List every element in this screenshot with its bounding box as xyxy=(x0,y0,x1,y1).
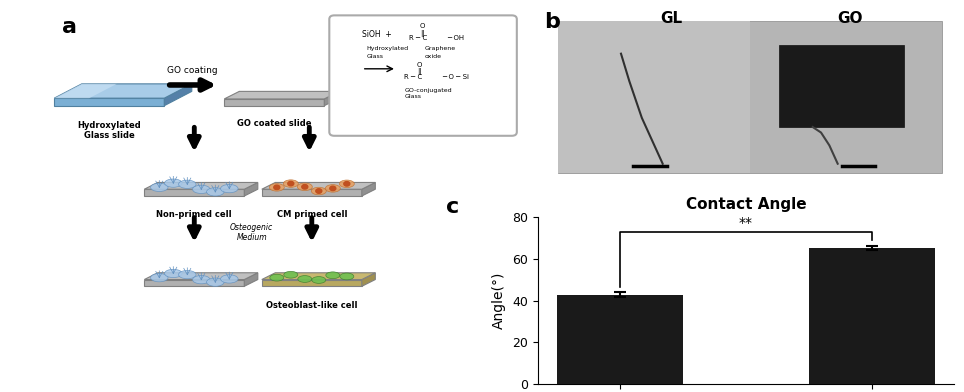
Ellipse shape xyxy=(193,185,210,194)
Ellipse shape xyxy=(165,179,182,187)
Text: Non-primed cell: Non-primed cell xyxy=(156,210,232,219)
FancyBboxPatch shape xyxy=(330,15,517,136)
Text: R ─ C: R ─ C xyxy=(404,74,422,80)
Text: ─ OH: ─ OH xyxy=(447,35,464,41)
Text: Hydroxylated: Hydroxylated xyxy=(367,46,409,51)
Circle shape xyxy=(344,181,350,186)
Polygon shape xyxy=(145,189,244,196)
Polygon shape xyxy=(262,182,375,189)
Text: Glass: Glass xyxy=(367,54,384,59)
Text: c: c xyxy=(446,198,459,218)
Ellipse shape xyxy=(206,278,224,286)
Title: Contact Angle: Contact Angle xyxy=(685,197,806,212)
Ellipse shape xyxy=(221,275,238,283)
Polygon shape xyxy=(54,84,192,98)
Polygon shape xyxy=(262,273,375,279)
Ellipse shape xyxy=(178,180,196,189)
Circle shape xyxy=(302,185,308,189)
Text: Glass: Glass xyxy=(404,94,421,100)
Text: O: O xyxy=(419,23,424,29)
Polygon shape xyxy=(54,98,164,106)
Polygon shape xyxy=(164,84,192,106)
Polygon shape xyxy=(225,91,339,99)
Ellipse shape xyxy=(326,272,339,279)
Ellipse shape xyxy=(193,276,210,284)
Polygon shape xyxy=(324,91,339,106)
Text: GO: GO xyxy=(838,11,863,25)
Ellipse shape xyxy=(283,180,298,187)
Polygon shape xyxy=(225,99,324,106)
Text: Hydroxylated
Glass slide: Hydroxylated Glass slide xyxy=(77,121,141,140)
Ellipse shape xyxy=(165,269,182,278)
Y-axis label: Angle(°): Angle(°) xyxy=(493,272,506,330)
Ellipse shape xyxy=(150,274,168,282)
Ellipse shape xyxy=(269,183,284,191)
Text: ‖: ‖ xyxy=(420,30,423,37)
Text: Graphene: Graphene xyxy=(424,46,455,51)
Ellipse shape xyxy=(339,273,354,280)
Text: b: b xyxy=(544,11,560,31)
Ellipse shape xyxy=(325,185,340,192)
Polygon shape xyxy=(54,84,117,98)
Polygon shape xyxy=(244,182,257,196)
Polygon shape xyxy=(145,273,257,279)
Ellipse shape xyxy=(298,276,311,282)
Bar xyxy=(558,21,750,173)
Polygon shape xyxy=(262,279,362,286)
Ellipse shape xyxy=(150,183,168,191)
Text: R ─ C: R ─ C xyxy=(410,35,428,41)
Text: oxide: oxide xyxy=(424,54,442,59)
Text: GO-conjugated: GO-conjugated xyxy=(404,88,452,93)
Ellipse shape xyxy=(339,180,355,188)
Circle shape xyxy=(288,181,294,186)
Text: a: a xyxy=(62,17,77,37)
Text: SiOH  +: SiOH + xyxy=(362,30,391,39)
Ellipse shape xyxy=(297,183,312,191)
Polygon shape xyxy=(244,273,257,286)
Circle shape xyxy=(330,186,335,191)
Bar xyxy=(556,294,683,384)
Ellipse shape xyxy=(206,188,224,196)
Ellipse shape xyxy=(283,271,298,278)
Ellipse shape xyxy=(178,270,196,279)
Polygon shape xyxy=(262,189,362,196)
Ellipse shape xyxy=(311,187,326,195)
Text: Osteoblast-like cell: Osteoblast-like cell xyxy=(266,301,358,310)
Text: GO coated slide: GO coated slide xyxy=(237,119,311,128)
Circle shape xyxy=(316,189,322,193)
Bar xyxy=(558,21,942,173)
Text: CM primed cell: CM primed cell xyxy=(277,210,347,219)
Text: ─ O ─ Si: ─ O ─ Si xyxy=(442,74,469,80)
Polygon shape xyxy=(362,273,375,286)
Text: O: O xyxy=(416,62,422,68)
Text: **: ** xyxy=(739,216,753,230)
Bar xyxy=(779,45,904,127)
Polygon shape xyxy=(362,182,375,196)
Ellipse shape xyxy=(221,185,238,193)
Text: GL: GL xyxy=(660,11,683,25)
Ellipse shape xyxy=(311,277,326,283)
Bar xyxy=(809,248,935,384)
Polygon shape xyxy=(145,279,244,286)
Polygon shape xyxy=(145,182,257,189)
Ellipse shape xyxy=(270,274,283,281)
Text: Osteogenic
Medium: Osteogenic Medium xyxy=(230,223,274,243)
Text: ‖: ‖ xyxy=(417,68,421,75)
Circle shape xyxy=(274,185,280,190)
Text: GO coating: GO coating xyxy=(168,66,218,75)
